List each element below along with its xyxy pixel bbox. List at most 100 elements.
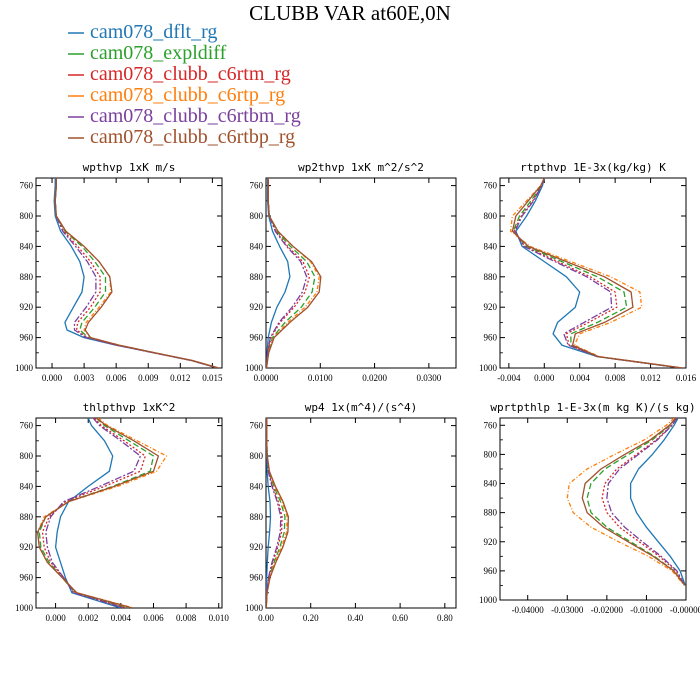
legend-label: cam078_clubb_c6rtm_rg <box>90 63 291 85</box>
y-tick-label: 880 <box>20 272 34 282</box>
series-line <box>511 178 683 368</box>
series-line <box>606 418 686 586</box>
x-tick-label: 0.003 <box>74 373 95 383</box>
y-tick-label: 960 <box>250 333 264 343</box>
series-line <box>266 418 282 608</box>
series-line <box>581 418 686 586</box>
y-tick-label: 920 <box>484 302 498 312</box>
y-tick-label: 800 <box>20 211 34 221</box>
y-tick-label: 880 <box>484 272 498 282</box>
y-tick-label: 1000 <box>245 363 264 373</box>
y-tick-label: 840 <box>20 481 34 491</box>
series-line <box>54 178 218 368</box>
x-tick-label: -0.02000 <box>591 605 624 615</box>
series-line <box>512 178 682 368</box>
x-tick-label: 0.004 <box>111 613 132 623</box>
chart-panel: wp2thvp 1xK m^2/s^2 760 800 840 880 920 960 100… <box>245 161 457 383</box>
x-tick-label: 0.012 <box>170 373 190 383</box>
series-line <box>54 178 218 368</box>
series-line <box>54 178 218 368</box>
y-tick-label: 800 <box>250 211 264 221</box>
y-tick-label: 800 <box>20 451 34 461</box>
x-tick-label: 0.012 <box>640 373 660 383</box>
y-tick-label: 840 <box>250 481 264 491</box>
panel-title: wprtpthlp 1-E-3x(m kg K)/(s kg) <box>490 401 695 414</box>
series-line <box>266 178 320 368</box>
chart-panel: thlpthvp 1xK^2 760 800 840 880 920 960 1000 0.00… <box>15 401 229 623</box>
y-tick-label: 1000 <box>15 363 34 373</box>
x-tick-label: 0.006 <box>106 373 127 383</box>
y-tick-label: 960 <box>484 566 498 576</box>
x-tick-label: -0.00000 <box>670 605 700 615</box>
x-tick-label: 0.60 <box>392 613 408 623</box>
x-tick-label: 0.008 <box>176 613 197 623</box>
x-tick-label: -0.004 <box>497 373 521 383</box>
x-tick-label: 0.80 <box>437 613 453 623</box>
y-tick-label: 880 <box>20 512 34 522</box>
panel-title: thlpthvp 1xK^2 <box>83 401 176 414</box>
x-tick-label: 0.20 <box>303 613 319 623</box>
y-tick-label: 880 <box>484 508 498 518</box>
series-line <box>513 178 682 368</box>
y-tick-label: 880 <box>250 512 264 522</box>
plot-frame <box>35 177 223 369</box>
x-tick-label: 0.0200 <box>362 373 387 383</box>
series-line <box>509 178 683 368</box>
x-tick-label: 0.0100 <box>308 373 333 383</box>
series-line <box>566 418 685 586</box>
y-tick-label: 760 <box>20 181 34 191</box>
x-tick-label: 0.004 <box>570 373 591 383</box>
x-tick-label: 0.000 <box>42 373 63 383</box>
y-tick-label: 960 <box>250 573 264 583</box>
y-tick-label: 760 <box>484 181 498 191</box>
series-line <box>266 178 308 368</box>
plot-frame <box>265 417 457 609</box>
x-tick-label: 0.002 <box>78 613 98 623</box>
series-line <box>54 178 219 368</box>
x-tick-label: -0.03000 <box>551 605 584 615</box>
y-tick-label: 800 <box>250 451 264 461</box>
series-line <box>514 178 682 368</box>
series-line <box>54 178 219 368</box>
y-tick-label: 1000 <box>479 595 498 605</box>
panel-title: wpthvp 1xK m/s <box>83 161 176 174</box>
panel-title: rtpthvp 1E-3x(kg/kg) K <box>520 161 666 174</box>
x-tick-label: 0.00 <box>258 613 274 623</box>
x-tick-label: 0.015 <box>202 373 223 383</box>
y-tick-label: 960 <box>484 333 498 343</box>
legend-label: cam078_clubb_c6rtbp_rg <box>90 126 295 148</box>
chart-panel: wpthvp 1xK m/s 760 800 840 880 920 960 1000 0.00… <box>15 161 223 383</box>
panel-title: wp2thvp 1xK m^2/s^2 <box>298 161 424 174</box>
x-tick-label: 0.006 <box>143 613 164 623</box>
chart-panel: wp4 1x(m^4)/(s^4)76080084088092096010000… <box>245 401 457 623</box>
y-tick-label: 800 <box>484 449 498 459</box>
x-tick-label: 0.000 <box>45 613 66 623</box>
series-line <box>36 418 160 608</box>
y-tick-label: 760 <box>250 421 264 431</box>
series-line <box>41 418 146 608</box>
y-tick-label: 920 <box>20 302 34 312</box>
series-line <box>515 178 682 368</box>
series-line <box>54 418 121 608</box>
plot-frame <box>499 177 687 369</box>
y-tick-label: 840 <box>20 241 34 251</box>
series-line <box>53 178 218 368</box>
y-tick-label: 760 <box>250 181 264 191</box>
y-tick-label: 920 <box>20 542 34 552</box>
series-line <box>629 418 686 586</box>
y-tick-label: 760 <box>20 421 34 431</box>
legend-label: cam078_clubb_c6rtbm_rg <box>90 105 301 127</box>
plot-frame <box>265 177 457 369</box>
x-tick-label: 0.016 <box>676 373 697 383</box>
series-line <box>36 418 168 608</box>
series-line <box>38 418 155 608</box>
legend-label: cam078_expldiff <box>90 42 227 64</box>
chart-panel: rtpthvp 1E-3x(kg/kg) K 760 800 840 880 920 960… <box>479 161 697 383</box>
chart-panels: wpthvp 1xK m/s 760 800 840 880 920 960 1000 0.00… <box>15 161 700 623</box>
y-tick-label: 960 <box>20 573 34 583</box>
y-tick-label: 920 <box>250 302 264 312</box>
y-tick-label: 840 <box>250 241 264 251</box>
y-tick-label: 840 <box>484 241 498 251</box>
x-tick-label: -0.01000 <box>630 605 663 615</box>
y-tick-label: 920 <box>250 542 264 552</box>
